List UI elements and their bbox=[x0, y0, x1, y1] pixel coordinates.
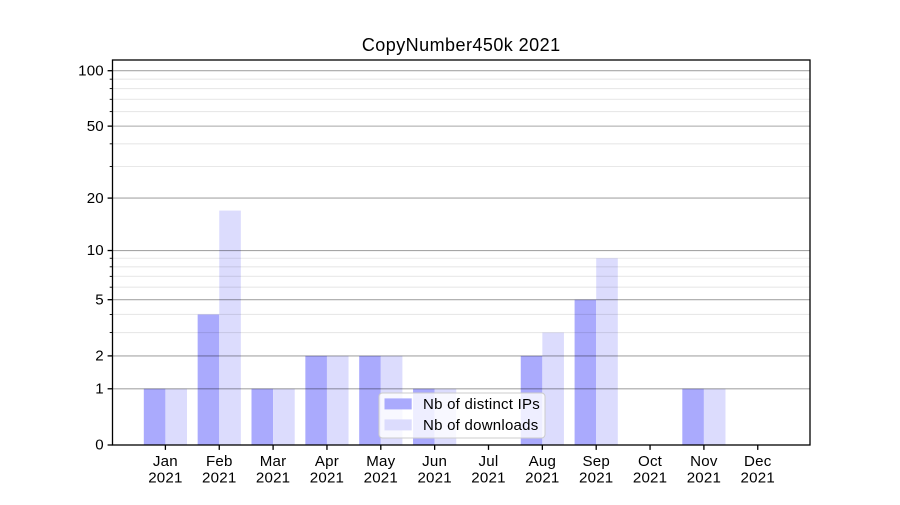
svg-text:50: 50 bbox=[87, 118, 104, 135]
svg-text:Apr: Apr bbox=[315, 453, 339, 470]
svg-text:2021: 2021 bbox=[741, 470, 775, 487]
svg-text:May: May bbox=[366, 453, 395, 470]
svg-text:Nb of distinct IPs: Nb of distinct IPs bbox=[423, 396, 540, 413]
svg-text:5: 5 bbox=[95, 291, 104, 308]
svg-text:2021: 2021 bbox=[687, 470, 721, 487]
svg-text:2021: 2021 bbox=[256, 470, 290, 487]
svg-text:2021: 2021 bbox=[417, 470, 451, 487]
svg-text:CopyNumber450k 2021: CopyNumber450k 2021 bbox=[362, 35, 561, 55]
svg-text:10: 10 bbox=[87, 242, 104, 259]
svg-text:2021: 2021 bbox=[310, 470, 344, 487]
svg-text:Jul: Jul bbox=[479, 453, 499, 470]
svg-text:Jun: Jun bbox=[422, 453, 447, 470]
svg-text:0: 0 bbox=[95, 437, 104, 454]
svg-text:Nb of downloads: Nb of downloads bbox=[423, 417, 539, 434]
svg-text:2021: 2021 bbox=[202, 470, 236, 487]
svg-text:Feb: Feb bbox=[206, 453, 233, 470]
svg-text:100: 100 bbox=[78, 62, 104, 79]
svg-text:2021: 2021 bbox=[579, 470, 613, 487]
svg-text:Jan: Jan bbox=[153, 453, 178, 470]
svg-text:Nov: Nov bbox=[690, 453, 718, 470]
svg-text:Mar: Mar bbox=[260, 453, 287, 470]
svg-text:2021: 2021 bbox=[148, 470, 182, 487]
svg-text:Aug: Aug bbox=[529, 453, 556, 470]
svg-text:Dec: Dec bbox=[744, 453, 772, 470]
svg-text:2021: 2021 bbox=[364, 470, 398, 487]
svg-text:2021: 2021 bbox=[471, 470, 505, 487]
svg-text:2021: 2021 bbox=[633, 470, 667, 487]
svg-text:Sep: Sep bbox=[582, 453, 609, 470]
svg-text:2: 2 bbox=[95, 348, 104, 365]
svg-text:Oct: Oct bbox=[638, 453, 663, 470]
svg-text:20: 20 bbox=[87, 190, 104, 207]
svg-text:1: 1 bbox=[95, 380, 104, 397]
svg-text:2021: 2021 bbox=[525, 470, 559, 487]
